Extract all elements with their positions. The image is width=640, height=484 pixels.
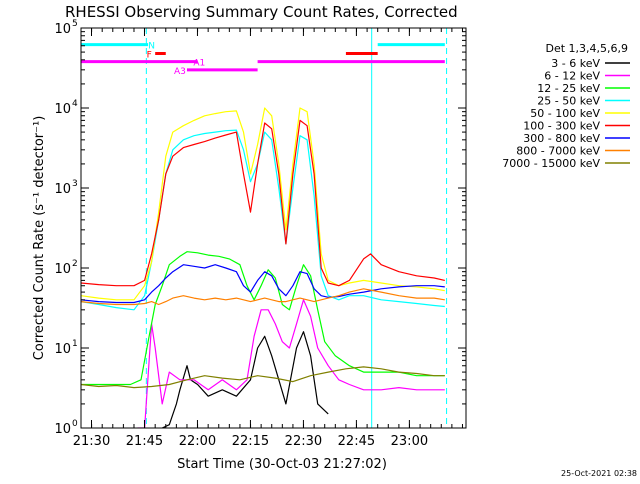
series-line-7 [81, 288, 445, 306]
legend-label-2: 12 - 25 keV [537, 82, 600, 95]
y-tick-exp-4: 4 [72, 99, 78, 109]
x-tick-label-2: 22:00 [179, 434, 216, 449]
x-tick-label-0: 21:30 [73, 434, 110, 449]
y-tick-label-2: 10 [54, 262, 71, 277]
plot-frame [80, 27, 467, 429]
series-line-4 [81, 107, 445, 301]
legend-label-1: 6 - 12 keV [544, 70, 600, 83]
legend-label-4: 50 - 100 keV [530, 107, 600, 120]
x-tick-label-3: 22:15 [232, 434, 269, 449]
x-tick-label-5: 22:45 [338, 434, 375, 449]
footer-timestamp: 25-Oct-2021 02:38 [561, 469, 637, 478]
y-tick-exp-3: 3 [72, 179, 78, 189]
flag-label-1: F [147, 51, 152, 61]
legend-label-6: 300 - 800 keV [523, 132, 600, 145]
flag-label-2: A1 [193, 59, 205, 69]
flag-label-0: N [148, 42, 155, 52]
y-tick-exp-2: 2 [72, 259, 78, 269]
series-line-5 [81, 119, 445, 287]
y-tick-label-0: 10 [54, 422, 71, 437]
y-tick-exp-0: 0 [72, 419, 78, 429]
legend-label-7: 800 - 7000 keV [516, 145, 600, 158]
y-tick-label-1: 10 [54, 342, 71, 357]
y-tick-label-3: 10 [54, 182, 71, 197]
series-line-2 [81, 251, 445, 386]
y-axis-label: Corrected Count Rate (s⁻¹ detector⁻¹) [32, 116, 47, 361]
series-line-8 [81, 366, 445, 389]
x-tick-label-6: 23:00 [391, 434, 428, 449]
y-tick-label-5: 10 [54, 22, 71, 37]
flag-label-3: A3 [174, 67, 186, 77]
legend-label-0: 3 - 6 keV [551, 57, 600, 70]
x-tick-label-4: 22:30 [285, 434, 322, 449]
legend-title: Det 1,3,4,5,6,9 [545, 42, 628, 55]
legend-label-3: 25 - 50 keV [537, 95, 600, 108]
x-tick-label-1: 21:45 [126, 434, 163, 449]
y-tick-exp-1: 1 [72, 339, 78, 349]
x-axis-label: Start Time (30-Oct-03 21:27:02) [177, 457, 387, 472]
chart-title: RHESSI Observing Summary Count Rates, Co… [65, 3, 458, 21]
legend-label-8: 7000 - 15000 keV [502, 157, 600, 170]
series-line-0 [161, 331, 329, 428]
y-tick-exp-5: 5 [72, 19, 78, 29]
series-line-1 [137, 299, 445, 428]
y-tick-label-4: 10 [54, 102, 71, 117]
series-line-6 [81, 264, 445, 304]
legend-label-5: 100 - 300 keV [523, 120, 600, 133]
